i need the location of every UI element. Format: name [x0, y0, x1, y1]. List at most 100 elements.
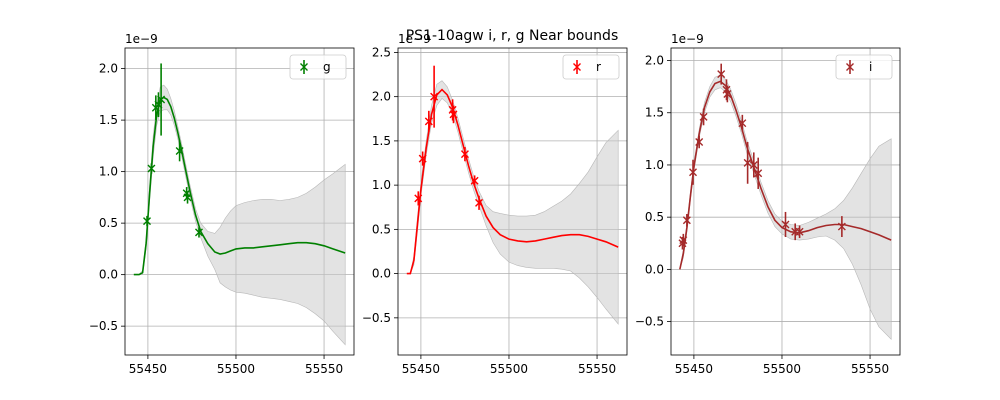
x-marker — [795, 227, 804, 236]
y-tick-label: 2.0 — [99, 62, 118, 76]
y-tick-label: 0.0 — [99, 268, 118, 282]
legend-marker-icon — [300, 63, 308, 71]
x-marker — [695, 137, 704, 146]
axis-offset-label: 1e−9 — [671, 32, 704, 46]
data-point — [781, 211, 790, 238]
y-tick-label: 0.0 — [645, 262, 664, 276]
confidence-band — [406, 80, 619, 325]
y-tick-label: 0.0 — [372, 267, 391, 281]
data-point — [682, 214, 691, 227]
x-marker — [717, 70, 726, 79]
x-marker — [414, 194, 423, 203]
x-tick-label: 55550 — [851, 362, 889, 376]
x-marker — [194, 228, 203, 237]
axes-frame — [397, 47, 628, 356]
x-marker — [689, 168, 698, 177]
y-tick-label: 1.5 — [372, 134, 391, 148]
data-point — [175, 140, 184, 162]
legend-label: g — [323, 60, 331, 74]
x-marker — [175, 147, 184, 156]
panel-i: 55450 55500 55550 −0.5 0.0 0.5 1.0 1.5 2.0 1e−9 i — [635, 32, 901, 376]
x-marker — [738, 119, 747, 128]
data-point — [723, 85, 732, 103]
y-tick-label: 1.0 — [99, 165, 118, 179]
axis-offset-label: 1e−9 — [125, 32, 158, 46]
legend: r — [562, 54, 620, 80]
confidence-band — [133, 84, 346, 346]
x-tick-label: 55550 — [305, 362, 343, 376]
y-tick-label: −0.5 — [89, 319, 118, 333]
data-point — [475, 195, 484, 210]
x-marker — [147, 164, 156, 173]
y-tick-label: 1.0 — [645, 158, 664, 172]
data-point — [430, 65, 439, 128]
x-marker — [143, 217, 152, 226]
x-marker — [424, 117, 433, 126]
model-curve — [406, 88, 619, 275]
panel-g: 55450 55500 55550 −0.5 0.0 0.5 1.0 1.5 2.0 1e−9 g — [89, 32, 355, 376]
model-curve — [133, 96, 346, 276]
x-tick-label: 55450 — [675, 362, 713, 376]
x-tick-label: 55500 — [217, 362, 255, 376]
x-marker — [460, 150, 469, 159]
data-point — [695, 135, 704, 149]
data-point — [738, 114, 747, 132]
data-point — [837, 216, 846, 238]
x-tick-label: 55450 — [402, 362, 440, 376]
x-marker — [781, 220, 790, 229]
data-point — [699, 108, 708, 126]
data-point — [717, 63, 726, 85]
x-marker — [430, 92, 439, 101]
data-point — [424, 110, 433, 133]
x-marker — [418, 154, 427, 163]
x-marker — [749, 160, 758, 169]
data-point — [157, 63, 166, 136]
plot-area — [678, 63, 892, 341]
legend-box — [289, 54, 347, 80]
plot-area — [133, 63, 346, 346]
x-tick-label: 55550 — [578, 362, 616, 376]
x-marker — [475, 198, 484, 207]
y-tick-label: 0.5 — [372, 222, 391, 236]
x-tick-label: 55500 — [490, 362, 528, 376]
axes-frame — [670, 47, 901, 356]
y-tick-label: 2.5 — [372, 45, 391, 59]
x-marker — [699, 112, 708, 121]
data-point — [183, 191, 192, 204]
data-point — [194, 227, 203, 238]
x-marker — [723, 89, 732, 98]
x-tick-label: 55450 — [129, 362, 167, 376]
y-tick-label: −0.5 — [362, 311, 391, 325]
panel-r: 55450 55500 55550 −0.5 0.0 0.5 1.0 1.5 2.0 2.5 1e−… — [362, 32, 628, 376]
axes-frame — [124, 47, 355, 356]
data-point — [147, 163, 156, 174]
data-point — [743, 141, 752, 184]
data-point — [689, 159, 698, 185]
data-point — [449, 105, 458, 124]
legend-box — [835, 54, 893, 80]
legend-marker-icon — [846, 63, 854, 71]
legend-marker-icon — [573, 63, 581, 71]
subplots: 55450 55500 55550−0.50.00.51.01.52.01e−9g5… — [89, 32, 901, 376]
data-point — [460, 147, 469, 162]
legend-label: r — [596, 60, 601, 74]
x-marker — [679, 236, 688, 245]
y-tick-label: −0.5 — [635, 315, 664, 329]
y-tick-label: 2.0 — [372, 90, 391, 104]
x-marker — [470, 176, 479, 185]
y-tick-label: 1.5 — [99, 113, 118, 127]
y-tick-label: 0.5 — [99, 216, 118, 230]
data-point — [749, 152, 758, 178]
y-tick-label: 1.0 — [372, 178, 391, 192]
axis-offset-label: 1e−9 — [398, 32, 431, 46]
data-point — [754, 157, 763, 189]
x-marker — [157, 95, 166, 104]
legend-label: i — [869, 60, 872, 74]
data-point — [418, 151, 427, 166]
y-tick-label: 1.5 — [645, 106, 664, 120]
x-marker — [183, 193, 192, 202]
x-marker — [743, 158, 752, 167]
x-marker — [449, 110, 458, 119]
x-marker — [682, 216, 691, 225]
